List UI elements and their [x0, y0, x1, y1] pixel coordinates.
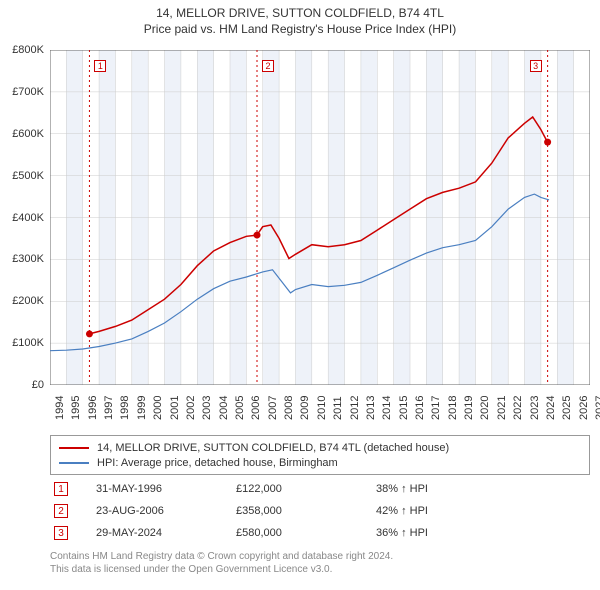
legend-row: 14, MELLOR DRIVE, SUTTON COLDFIELD, B74 … — [59, 440, 581, 455]
y-tick-label: £300K — [12, 253, 44, 265]
x-tick-label: 2008 — [283, 396, 295, 420]
x-tick-label: 2022 — [512, 396, 524, 420]
sale-price: £580,000 — [236, 527, 376, 539]
title-line1: 14, MELLOR DRIVE, SUTTON COLDFIELD, B74 … — [0, 6, 600, 20]
sale-pct: 42% ↑ HPI — [376, 505, 590, 517]
x-tick-label: 2014 — [381, 396, 393, 420]
x-tick-label: 2023 — [529, 396, 541, 420]
x-tick-label: 2000 — [152, 396, 164, 420]
legend-row: HPI: Average price, detached house, Birm… — [59, 455, 581, 470]
sale-number-box: 1 — [54, 482, 68, 496]
x-tick-label: 2016 — [414, 396, 426, 420]
y-tick-label: £400K — [12, 212, 44, 224]
x-tick-label: 2005 — [234, 396, 246, 420]
sale-price: £358,000 — [236, 505, 376, 517]
chart-sale-marker: 1 — [94, 60, 106, 72]
sale-table: 1 31-MAY-1996£122,00038% ↑ HPI 2 23-AUG-200… — [50, 478, 590, 544]
sale-row: 1 31-MAY-1996£122,00038% ↑ HPI — [50, 478, 590, 500]
x-tick-label: 2024 — [545, 396, 557, 420]
sale-date: 23-AUG-2006 — [96, 505, 236, 517]
legend-label: HPI: Average price, detached house, Birm… — [97, 457, 338, 469]
title-line2: Price paid vs. HM Land Registry's House … — [0, 22, 600, 36]
x-tick-label: 2006 — [250, 396, 262, 420]
y-tick-label: £100K — [12, 337, 44, 349]
chart-container: 14, MELLOR DRIVE, SUTTON COLDFIELD, B74 … — [0, 0, 600, 590]
x-tick-label: 2013 — [365, 396, 377, 420]
x-tick-label: 2011 — [332, 396, 344, 420]
x-tick-label: 2020 — [479, 396, 491, 420]
legend: 14, MELLOR DRIVE, SUTTON COLDFIELD, B74 … — [50, 435, 590, 475]
x-tick-label: 2002 — [185, 396, 197, 420]
x-tick-label: 1997 — [103, 396, 115, 420]
y-tick-label: £700K — [12, 86, 44, 98]
sale-date: 31-MAY-1996 — [96, 483, 236, 495]
sale-row: 2 23-AUG-2006£358,00042% ↑ HPI — [50, 500, 590, 522]
legend-swatch — [59, 447, 89, 449]
y-tick-label: £600K — [12, 128, 44, 140]
legend-label: 14, MELLOR DRIVE, SUTTON COLDFIELD, B74 … — [97, 442, 449, 454]
x-tick-label: 2017 — [430, 396, 442, 420]
sale-row: 3 29-MAY-2024£580,00036% ↑ HPI — [50, 522, 590, 544]
y-axis-ticks: £0£100K£200K£300K£400K£500K£600K£700K£80… — [0, 50, 48, 385]
y-tick-label: £800K — [12, 44, 44, 56]
legend-swatch — [59, 462, 89, 464]
x-tick-label: 2018 — [447, 396, 459, 420]
chart-sale-marker: 2 — [262, 60, 274, 72]
y-tick-label: £200K — [12, 295, 44, 307]
sale-date: 29-MAY-2024 — [96, 527, 236, 539]
x-tick-label: 2015 — [398, 396, 410, 420]
sale-number-box: 2 — [54, 504, 68, 518]
footer-line2: This data is licensed under the Open Gov… — [50, 563, 590, 576]
sale-pct: 38% ↑ HPI — [376, 483, 590, 495]
x-tick-label: 2012 — [349, 396, 361, 420]
x-tick-label: 2010 — [316, 396, 328, 420]
footer: Contains HM Land Registry data © Crown c… — [50, 550, 590, 576]
x-tick-label: 2021 — [496, 396, 508, 420]
x-tick-label: 2009 — [299, 396, 311, 420]
x-tick-label: 1995 — [70, 396, 82, 420]
x-tick-label: 2019 — [463, 396, 475, 420]
sale-pct: 36% ↑ HPI — [376, 527, 590, 539]
footer-line1: Contains HM Land Registry data © Crown c… — [50, 550, 590, 563]
x-tick-label: 2004 — [218, 396, 230, 420]
y-tick-label: £0 — [32, 379, 44, 391]
x-tick-label: 2025 — [561, 396, 573, 420]
x-tick-label: 2003 — [201, 396, 213, 420]
x-tick-label: 2027 — [594, 396, 600, 420]
x-tick-label: 1994 — [54, 396, 66, 420]
x-tick-label: 2026 — [578, 396, 590, 420]
x-axis-ticks: 1994 1995 1996 1997 1998 1999 2000 2001 2002 2003… — [50, 388, 590, 438]
x-tick-label: 1998 — [119, 396, 131, 420]
x-tick-label: 1999 — [136, 396, 148, 420]
x-tick-label: 2007 — [267, 396, 279, 420]
x-tick-label: 2001 — [169, 396, 181, 420]
y-tick-label: £500K — [12, 170, 44, 182]
sale-price: £122,000 — [236, 483, 376, 495]
x-tick-label: 1996 — [87, 396, 99, 420]
title-block: 14, MELLOR DRIVE, SUTTON COLDFIELD, B74 … — [0, 0, 600, 36]
chart-sale-marker: 3 — [530, 60, 542, 72]
sale-number-box: 3 — [54, 526, 68, 540]
chart-svg — [50, 50, 590, 385]
